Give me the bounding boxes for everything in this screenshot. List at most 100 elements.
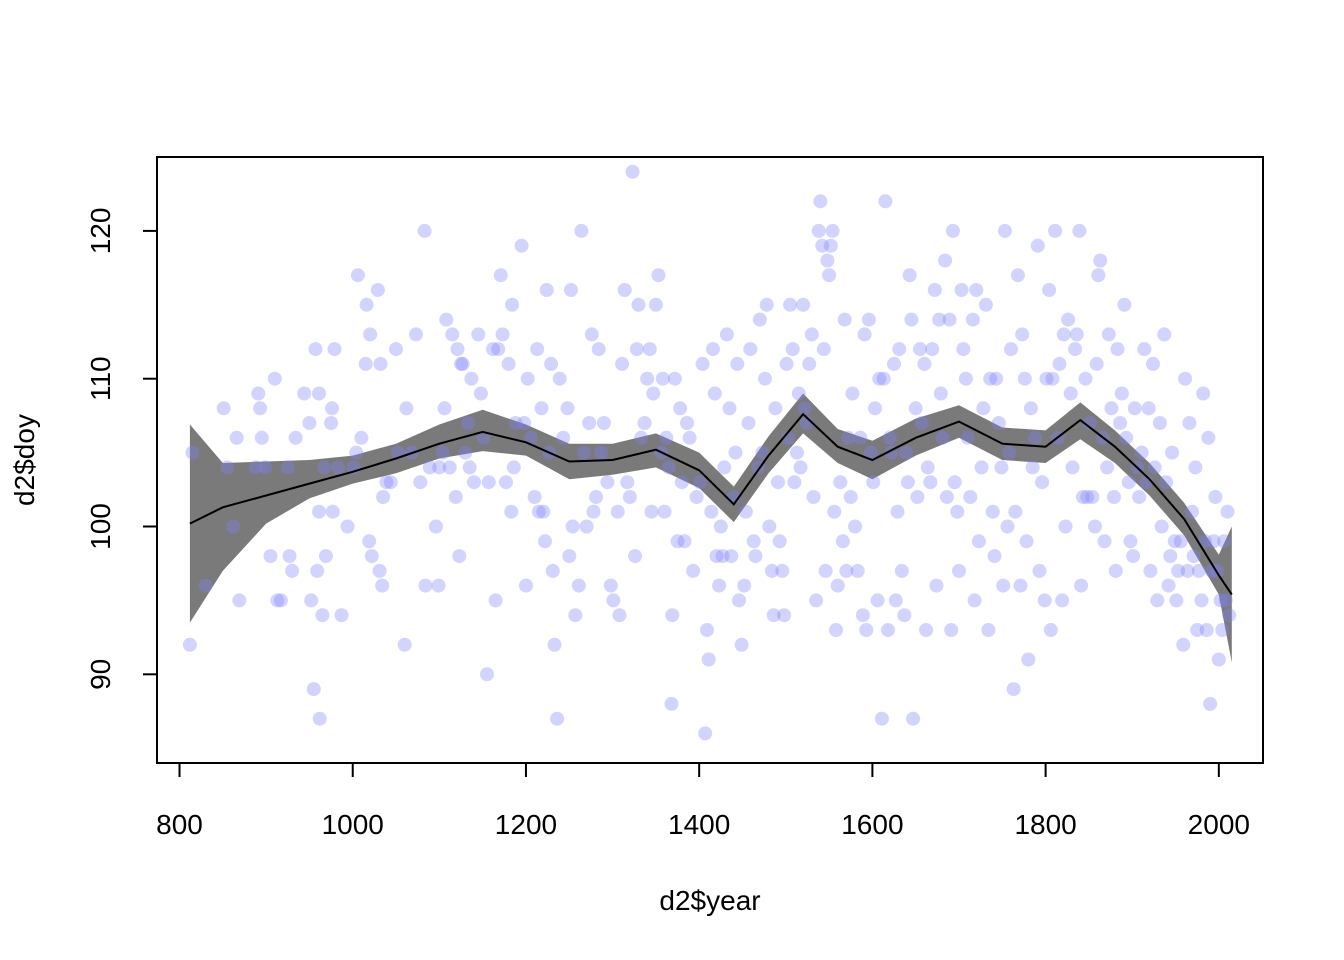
- data-point: [1025, 460, 1040, 475]
- data-point: [617, 283, 632, 297]
- data-point: [1028, 430, 1043, 445]
- data-point: [1150, 593, 1165, 608]
- data-point: [306, 682, 321, 697]
- data-point: [1218, 593, 1233, 608]
- data-point: [1185, 504, 1199, 519]
- data-point: [848, 519, 863, 534]
- data-point: [582, 416, 597, 430]
- data-point: [379, 475, 394, 490]
- data-point: [1123, 534, 1138, 549]
- data-point: [680, 416, 694, 430]
- data-point: [620, 475, 635, 490]
- data-point: [755, 445, 770, 460]
- data-point: [661, 460, 676, 475]
- data-point: [1063, 386, 1078, 401]
- data-point: [717, 460, 732, 475]
- data-point: [325, 504, 340, 519]
- data-point: [802, 356, 817, 371]
- data-point: [1114, 386, 1129, 401]
- data-point: [631, 297, 646, 312]
- data-point: [818, 563, 833, 578]
- data-point: [297, 386, 312, 401]
- data-point: [689, 490, 704, 504]
- y-tick-label: 100: [85, 503, 116, 550]
- data-point: [706, 342, 720, 357]
- data-point: [1126, 549, 1141, 564]
- data-point: [728, 445, 743, 460]
- data-point: [709, 549, 724, 564]
- data-point: [925, 342, 940, 357]
- data-point: [682, 430, 697, 445]
- data-point: [354, 430, 369, 445]
- data-point: [759, 297, 774, 312]
- data-point: [659, 430, 674, 445]
- data-point: [564, 283, 578, 297]
- data-point: [777, 608, 792, 623]
- data-point: [1201, 430, 1216, 445]
- x-tick-label: 800: [156, 809, 203, 840]
- data-point: [460, 416, 475, 430]
- data-point: [724, 549, 739, 564]
- data-point: [938, 253, 953, 268]
- data-point: [312, 711, 327, 726]
- data-point: [822, 268, 837, 283]
- data-point: [741, 416, 756, 430]
- data-point: [418, 578, 433, 593]
- x-tick-label: 1200: [495, 809, 557, 840]
- data-point: [458, 445, 473, 460]
- data-point: [1211, 652, 1226, 667]
- data-point: [1217, 534, 1231, 549]
- data-point: [1180, 563, 1195, 578]
- data-point: [657, 504, 672, 519]
- data-point: [651, 268, 666, 283]
- data-point: [942, 312, 957, 327]
- data-point: [501, 356, 516, 371]
- data-point: [981, 623, 996, 637]
- data-point: [505, 297, 520, 312]
- data-point: [701, 652, 716, 667]
- data-point: [1002, 445, 1017, 460]
- data-point: [488, 593, 503, 608]
- data-point: [1215, 623, 1230, 637]
- data-point: [932, 312, 947, 327]
- x-tick-label: 1400: [668, 809, 730, 840]
- data-point: [550, 711, 565, 726]
- data-point: [830, 578, 845, 593]
- data-point: [835, 534, 850, 549]
- data-point: [919, 623, 934, 637]
- data-point: [1208, 490, 1223, 504]
- data-point: [226, 519, 241, 534]
- data-point: [989, 371, 1004, 386]
- data-point: [825, 223, 840, 238]
- data-point: [248, 460, 263, 475]
- data-point: [1045, 371, 1060, 386]
- data-point: [929, 578, 944, 593]
- data-point: [730, 356, 745, 371]
- data-point: [1006, 682, 1021, 697]
- data-point: [571, 578, 586, 593]
- data-point: [1171, 563, 1186, 578]
- data-point: [312, 386, 326, 401]
- data-point: [894, 563, 909, 578]
- data-point: [994, 460, 1009, 475]
- data-point: [1132, 490, 1147, 504]
- data-point: [1110, 342, 1125, 357]
- data-point: [476, 430, 491, 445]
- data-point: [258, 460, 273, 475]
- data-point: [629, 342, 644, 357]
- data-point: [1017, 371, 1032, 386]
- data-point: [584, 327, 599, 342]
- data-point: [748, 549, 763, 564]
- data-point: [376, 490, 391, 504]
- data-point: [985, 504, 1000, 519]
- data-point: [439, 312, 454, 327]
- data-point: [1191, 563, 1206, 578]
- data-point: [1101, 327, 1116, 342]
- data-point: [876, 371, 891, 386]
- data-point: [850, 563, 865, 578]
- data-point: [612, 608, 627, 623]
- data-point: [927, 283, 942, 297]
- data-point: [1222, 608, 1237, 623]
- data-point: [508, 416, 523, 430]
- data-point: [1043, 623, 1058, 637]
